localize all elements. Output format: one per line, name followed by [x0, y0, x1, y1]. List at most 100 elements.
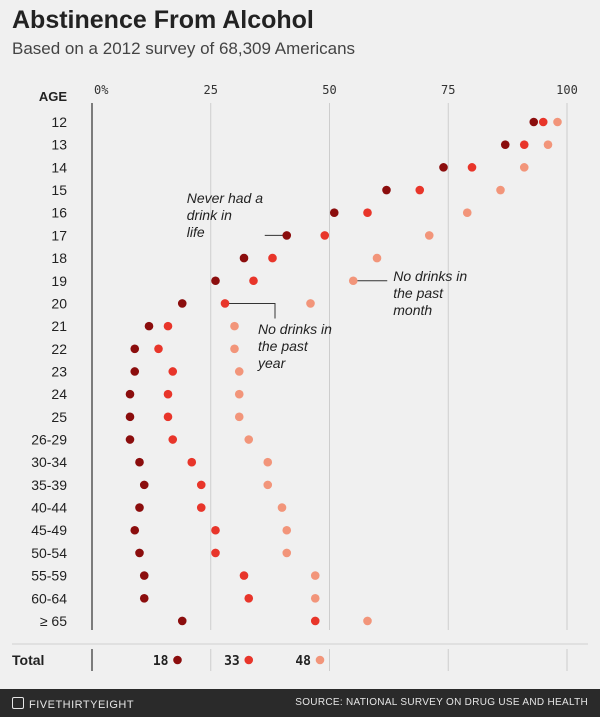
brand-icon	[12, 697, 24, 709]
chart-title: Abstinence From Alcohol	[12, 6, 314, 34]
total-point	[173, 655, 182, 665]
data-point	[415, 185, 425, 195]
data-point	[496, 185, 505, 195]
annotation-past-month: No drinks in	[393, 268, 467, 284]
data-point	[249, 276, 258, 286]
data-point	[310, 593, 320, 603]
data-point	[348, 276, 358, 286]
chart-subtitle: Based on a 2012 survey of 68,309 America…	[12, 39, 356, 58]
data-point	[282, 525, 292, 535]
age-label: 16	[51, 205, 67, 221]
data-point	[282, 231, 292, 240]
data-point	[196, 503, 206, 512]
data-point	[439, 163, 448, 172]
age-label: 15	[51, 182, 67, 198]
data-point	[372, 253, 382, 263]
annotation-past-month: month	[393, 302, 432, 318]
data-point	[519, 163, 529, 172]
data-point	[130, 344, 140, 354]
data-point	[244, 593, 254, 603]
annotation-past-year: year	[257, 355, 287, 371]
data-point	[196, 480, 206, 490]
annotation-never: drink in	[187, 207, 232, 223]
data-point	[230, 344, 239, 354]
age-label: 24	[51, 386, 67, 402]
data-point	[163, 321, 173, 331]
age-label: 12	[51, 114, 67, 130]
age-label: 18	[51, 250, 67, 266]
data-point	[211, 525, 220, 535]
data-point	[263, 480, 273, 490]
age-label: 21	[51, 318, 67, 334]
age-label: 60-64	[31, 590, 67, 606]
total-value-label: 33	[224, 654, 240, 669]
data-point	[125, 412, 135, 422]
total-label: Total	[12, 652, 44, 668]
brand-name: FIVETHIRTYEIGHT	[29, 699, 135, 711]
data-point	[320, 231, 330, 240]
data-point	[168, 367, 178, 376]
age-label: 26-29	[31, 432, 67, 448]
data-point	[282, 548, 292, 558]
data-point	[187, 457, 197, 467]
data-point	[538, 117, 548, 127]
x-tick-label: 25	[204, 83, 218, 97]
x-tick-label: 75	[441, 83, 455, 97]
data-point	[310, 571, 320, 580]
age-label: 17	[51, 227, 67, 243]
data-point	[239, 571, 249, 580]
total-point	[244, 655, 254, 665]
y-axis-title: AGE	[39, 89, 68, 104]
data-point	[154, 344, 163, 354]
data-point	[244, 435, 254, 444]
data-point	[363, 616, 372, 626]
data-point	[177, 616, 187, 626]
data-point	[239, 253, 249, 263]
age-label: 55-59	[31, 568, 67, 584]
age-label: 25	[51, 409, 67, 425]
data-point	[139, 593, 149, 603]
x-tick-label: 50	[322, 83, 336, 97]
data-point	[277, 503, 287, 512]
data-point	[144, 321, 154, 331]
data-point	[519, 140, 529, 149]
data-point	[529, 117, 539, 127]
data-point	[125, 389, 135, 399]
data-point	[306, 299, 315, 308]
age-label: 50-54	[31, 545, 67, 561]
data-point	[177, 299, 187, 308]
data-point	[125, 435, 135, 444]
total-value-label: 48	[295, 654, 311, 669]
age-label: ≥ 65	[40, 613, 67, 629]
data-point	[500, 140, 510, 149]
data-point	[211, 548, 220, 558]
data-point	[382, 185, 391, 195]
total-value-label: 18	[153, 654, 169, 669]
footer-bar: FIVETHIRTYEIGHT SOURCE: NATIONAL SURVEY …	[0, 689, 600, 717]
data-point	[234, 367, 244, 376]
x-tick-label: 0%	[94, 83, 109, 97]
age-label: 45-49	[31, 522, 67, 538]
data-point	[230, 321, 239, 331]
annotation-never: life	[187, 224, 205, 240]
age-label: 19	[51, 273, 67, 289]
data-point	[211, 276, 220, 286]
data-point	[130, 367, 140, 376]
data-point	[139, 480, 149, 490]
age-label: 14	[51, 159, 67, 175]
data-point	[135, 503, 144, 512]
data-point	[135, 548, 144, 558]
data-point	[168, 435, 178, 444]
data-point	[329, 208, 339, 218]
data-point	[234, 412, 244, 422]
data-point	[268, 253, 277, 263]
x-tick-label: 100	[556, 83, 578, 97]
annotation-past-month: the past	[393, 285, 444, 301]
annotation-past-year: the past	[258, 338, 309, 354]
data-point	[163, 389, 173, 399]
data-point	[310, 616, 320, 626]
age-label: 30-34	[31, 454, 67, 470]
data-point	[424, 231, 434, 240]
annotation-leader	[225, 302, 276, 319]
data-point	[363, 208, 372, 218]
